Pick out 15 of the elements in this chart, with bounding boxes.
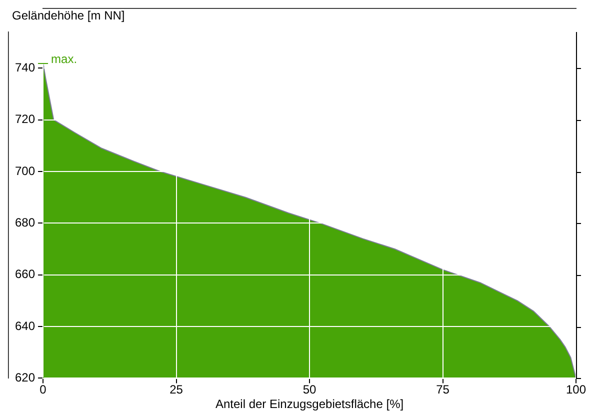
x-tick-label: 25	[170, 382, 184, 397]
x-tick-label: 0	[40, 382, 47, 397]
x-tick-label: 50	[302, 382, 317, 397]
y-tick-label: 640	[14, 318, 36, 333]
y-tick-label: 740	[14, 60, 36, 74]
y-tick-label: 620	[14, 370, 36, 385]
x-axis-title: Anteil der Einzugsgebietsfläche [%]	[215, 397, 404, 412]
x-tick-label: 75	[436, 382, 450, 397]
y-tick-label: 720	[14, 112, 36, 126]
annotation: max.	[51, 52, 78, 66]
y-tick-label: 680	[14, 216, 36, 230]
x-tick-label: 100	[566, 382, 586, 397]
y-tick-label: 700	[14, 164, 36, 178]
y-axis-title: Geländehöhe [m NN]	[12, 8, 125, 22]
y-tick-label: 660	[14, 267, 36, 282]
